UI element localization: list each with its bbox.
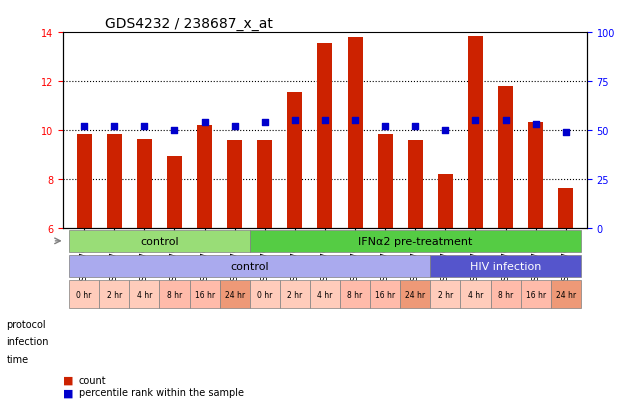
Point: [500, 118, 510, 124]
Point: [350, 118, 360, 124]
Bar: [287, 93, 302, 229]
Bar: [107, 135, 122, 229]
Text: 2 hr: 2 hr: [287, 290, 302, 299]
Point: [561, 130, 571, 136]
FancyBboxPatch shape: [400, 280, 430, 308]
FancyBboxPatch shape: [250, 230, 581, 253]
Text: GDS4232 / 238687_x_at: GDS4232 / 238687_x_at: [105, 17, 273, 31]
FancyBboxPatch shape: [551, 280, 581, 308]
Point: [471, 118, 481, 124]
Point: [169, 128, 179, 134]
FancyBboxPatch shape: [340, 280, 370, 308]
Bar: [377, 135, 392, 229]
Bar: [257, 141, 273, 229]
Bar: [167, 157, 182, 229]
FancyBboxPatch shape: [129, 280, 160, 308]
Text: 4 hr: 4 hr: [468, 290, 483, 299]
Point: [410, 123, 420, 130]
FancyBboxPatch shape: [461, 280, 490, 308]
Bar: [348, 38, 363, 229]
Text: 24 hr: 24 hr: [405, 290, 425, 299]
Text: time: time: [6, 354, 28, 364]
FancyBboxPatch shape: [69, 230, 250, 253]
Bar: [317, 44, 333, 229]
Text: 8 hr: 8 hr: [498, 290, 513, 299]
Bar: [438, 175, 453, 229]
Text: IFNα2 pre-treatment: IFNα2 pre-treatment: [358, 236, 473, 246]
Bar: [468, 37, 483, 229]
FancyBboxPatch shape: [69, 255, 430, 278]
Text: 8 hr: 8 hr: [348, 290, 363, 299]
Text: control: control: [230, 261, 269, 271]
Text: 2 hr: 2 hr: [107, 290, 122, 299]
Text: 16 hr: 16 hr: [194, 290, 215, 299]
Text: 2 hr: 2 hr: [438, 290, 453, 299]
Bar: [528, 122, 543, 229]
Text: 24 hr: 24 hr: [225, 290, 245, 299]
Text: 16 hr: 16 hr: [526, 290, 546, 299]
Point: [199, 120, 209, 126]
Point: [320, 118, 330, 124]
Text: 8 hr: 8 hr: [167, 290, 182, 299]
FancyBboxPatch shape: [430, 255, 581, 278]
Bar: [408, 141, 423, 229]
FancyBboxPatch shape: [69, 280, 99, 308]
Point: [290, 118, 300, 124]
Bar: [197, 126, 212, 229]
Point: [139, 123, 150, 130]
Point: [230, 123, 240, 130]
Text: ■: ■: [63, 387, 74, 397]
Text: 24 hr: 24 hr: [556, 290, 576, 299]
Bar: [137, 140, 152, 229]
Point: [109, 123, 119, 130]
FancyBboxPatch shape: [220, 280, 250, 308]
Point: [260, 120, 270, 126]
Text: 0 hr: 0 hr: [257, 290, 273, 299]
Bar: [227, 141, 242, 229]
FancyBboxPatch shape: [370, 280, 400, 308]
Point: [531, 122, 541, 128]
Bar: [76, 135, 91, 229]
Text: 0 hr: 0 hr: [76, 290, 92, 299]
FancyBboxPatch shape: [310, 280, 340, 308]
Text: ■: ■: [63, 375, 74, 385]
Text: infection: infection: [6, 336, 49, 346]
Text: percentile rank within the sample: percentile rank within the sample: [79, 387, 244, 397]
Text: 4 hr: 4 hr: [137, 290, 152, 299]
FancyBboxPatch shape: [189, 280, 220, 308]
Text: HIV infection: HIV infection: [470, 261, 541, 271]
FancyBboxPatch shape: [490, 280, 521, 308]
FancyBboxPatch shape: [160, 280, 189, 308]
Text: 4 hr: 4 hr: [317, 290, 333, 299]
FancyBboxPatch shape: [250, 280, 280, 308]
Point: [440, 128, 451, 134]
Text: control: control: [140, 236, 179, 246]
Text: 16 hr: 16 hr: [375, 290, 395, 299]
Text: count: count: [79, 375, 107, 385]
FancyBboxPatch shape: [99, 280, 129, 308]
Point: [380, 123, 390, 130]
FancyBboxPatch shape: [430, 280, 461, 308]
FancyBboxPatch shape: [280, 280, 310, 308]
Text: protocol: protocol: [6, 319, 46, 329]
Bar: [498, 87, 513, 229]
Point: [79, 123, 89, 130]
Bar: [558, 188, 574, 229]
FancyBboxPatch shape: [521, 280, 551, 308]
